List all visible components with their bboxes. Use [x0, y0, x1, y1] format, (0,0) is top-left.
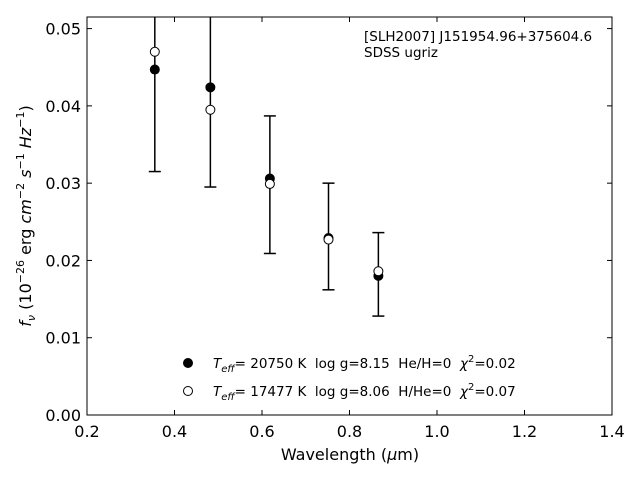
data-markers [149, 46, 384, 281]
y-tick-label: 0.03 [45, 174, 81, 193]
y-tick-label: 0.02 [45, 251, 81, 270]
x-tick-label: 0.8 [337, 422, 362, 441]
x-axis-label: Wavelength (μm) [281, 445, 419, 464]
data-point-open [373, 266, 384, 277]
data-point-open [323, 234, 334, 245]
axis-ticks: 0.2 0.4 0.6 0.8 1.0 1.2 1.4 0.00 0.01 0.02 0.03 0.0… [45, 17, 625, 441]
x-tick-label: 1.4 [599, 422, 624, 441]
error-bar [204, 17, 217, 188]
error-bars [148, 17, 385, 317]
x-tick-label: 1.2 [512, 422, 537, 441]
data-point-filled [149, 64, 160, 75]
legend: Teff= 20750 K log g=8.15 He/H=0 χ2=0.02 … [183, 354, 516, 403]
y-tick-label: 0.05 [45, 20, 81, 39]
y-tick-label: 0.04 [45, 97, 81, 116]
data-point-filled [205, 82, 216, 93]
legend-entry-1: Teff= 20750 K log g=8.15 He/H=0 χ2=0.02 [213, 354, 516, 375]
data-point-open [264, 178, 275, 189]
data-point-open [205, 104, 216, 115]
legend-marker-filled [183, 358, 193, 368]
data-point-open [149, 46, 160, 57]
x-tick-label: 0.6 [249, 422, 274, 441]
annotation-line-1: [SLH2007] J151954.96+375604.6 [364, 29, 592, 45]
y-tick-label: 0.01 [45, 329, 81, 348]
legend-entry-2: Teff= 17477 K log g=8.06 H/He=0 χ2=0.07 [213, 382, 516, 403]
x-tick-label: 0.2 [74, 422, 99, 441]
x-tick-label: 1.0 [424, 422, 449, 441]
y-axis-label: fν (10−26 erg cm−2 s−1 Hz−1) [14, 105, 38, 326]
legend-marker-open [183, 386, 193, 396]
x-tick-label: 0.4 [162, 422, 187, 441]
error-bar [148, 17, 161, 173]
annotation-line-2: SDSS ugriz [364, 45, 438, 61]
y-tick-label: 0.00 [45, 406, 81, 425]
